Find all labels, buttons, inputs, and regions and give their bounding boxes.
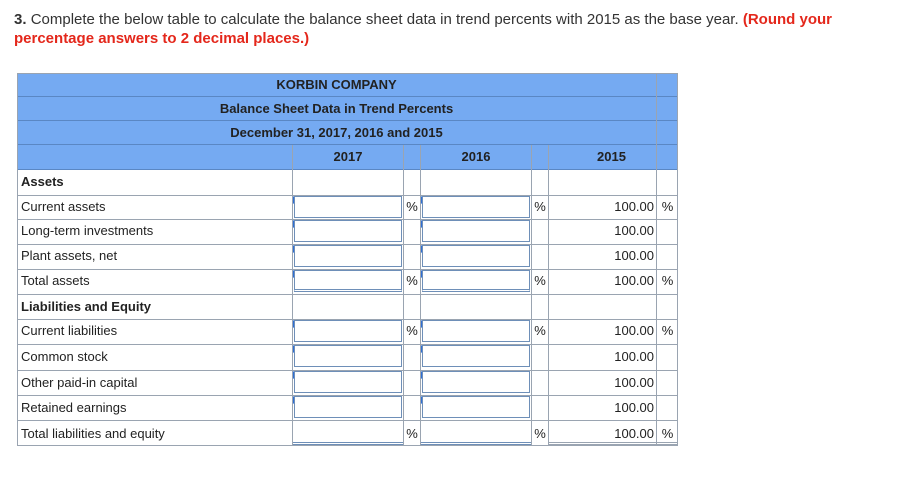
retained-earnings-2015-value: 100.00 [614,400,654,415]
year-2015-header: 2015 [597,149,626,164]
row-label-plant-assets: Plant assets, net [21,248,118,263]
percent-sign: % [406,323,418,338]
total-underline-2016 [421,442,531,445]
company-name: KORBIN COMPANY [276,77,397,92]
total-liabilities-2015-value: 100.00 [614,426,654,441]
year-2017-header: 2017 [333,149,363,164]
total-assets-2015-value: 100.00 [614,273,654,288]
trend-percent-table: KORBIN COMPANY Balance Sheet Data in Tre… [17,73,678,446]
table-date: December 31, 2017, 2016 and 2015 [230,125,443,140]
percent-sign: % [534,323,546,338]
other-paid-in-2016-input[interactable] [422,371,530,393]
percent-sign: % [406,199,418,214]
question-text: 3. Complete the below table to calculate… [14,10,894,48]
percent-sign: % [406,426,418,441]
rounding-instruction: (Round your percentage answers to 2 deci… [14,11,832,47]
row-label-total-liabilities-equity: Total liabilities and equity [21,426,165,441]
other-paid-in-2015-value: 100.00 [614,375,654,390]
percent-sign: % [534,273,546,288]
total-underline-2015 [549,442,678,445]
question-number: 3. [14,11,27,28]
current-assets-2016-input[interactable] [422,196,530,218]
current-liabilities-2017-input[interactable] [294,320,402,342]
row-label-other-paid-in-capital: Other paid-in capital [21,375,138,390]
percent-sign: % [534,426,546,441]
lt-investments-2016-input[interactable] [422,220,530,242]
percent-sign: % [406,273,418,288]
plant-assets-2017-input[interactable] [294,245,402,267]
percent-sign-2015: % [661,199,674,214]
lt-investments-2017-input[interactable] [294,220,402,242]
header-row-years: 2017 2016 2015 [17,145,678,170]
section-liabilities-equity: Liabilities and Equity [21,299,152,314]
current-liabilities-2015-value: 100.00 [614,323,654,338]
common-stock-2016-input[interactable] [422,345,530,367]
table-title: Balance Sheet Data in Trend Percents [219,101,454,116]
row-label-common-stock: Common stock [21,349,108,364]
total-underline-2017 [293,442,403,445]
section-assets: Assets [21,174,64,189]
percent-sign-2015: % [661,426,674,441]
current-liabilities-2016-input[interactable] [422,320,530,342]
total-assets-2017-input[interactable] [294,270,402,292]
row-label-current-assets: Current assets [21,199,106,214]
header-row-company: KORBIN COMPANY [17,73,678,97]
percent-sign-2015: % [661,273,674,288]
plant-assets-2016-input[interactable] [422,245,530,267]
plant-assets-2015-value: 100.00 [614,248,654,263]
row-label-long-term-investments: Long-term investments [21,223,154,238]
header-row-title: Balance Sheet Data in Trend Percents [17,97,678,121]
header-row-date: December 31, 2017, 2016 and 2015 [17,121,678,145]
other-paid-in-2017-input[interactable] [294,371,402,393]
retained-earnings-2016-input[interactable] [422,396,530,418]
row-label-retained-earnings: Retained earnings [21,400,127,415]
retained-earnings-2017-input[interactable] [294,396,402,418]
year-2016-header: 2016 [461,149,491,164]
common-stock-2017-input[interactable] [294,345,402,367]
lt-investments-2015-value: 100.00 [614,223,654,238]
current-assets-2015-value: 100.00 [614,199,654,214]
percent-sign: % [534,199,546,214]
row-label-total-assets: Total assets [21,273,90,288]
common-stock-2015-value: 100.00 [614,349,654,364]
current-assets-2017-input[interactable] [294,196,402,218]
total-assets-2016-input[interactable] [422,270,530,292]
question-body: Complete the below table to calculate th… [30,11,739,28]
percent-sign-2015: % [661,323,674,338]
row-label-current-liabilities: Current liabilities [21,323,118,338]
